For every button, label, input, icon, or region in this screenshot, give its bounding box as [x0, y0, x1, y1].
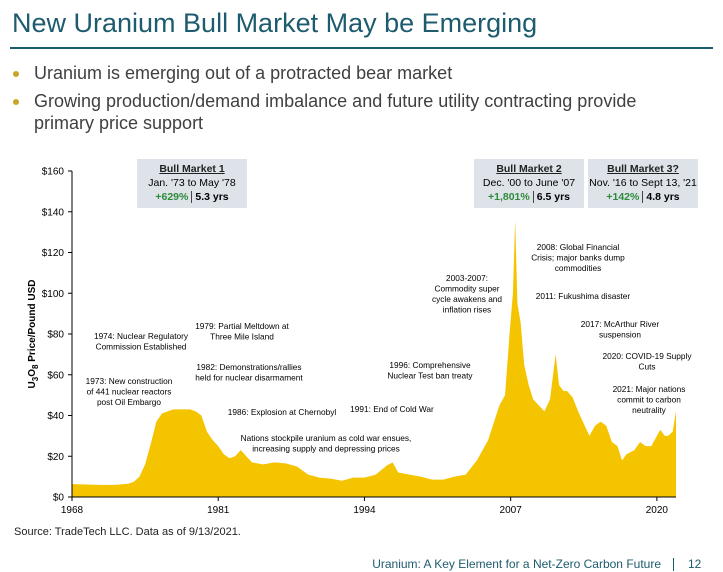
bull-title: Bull Market 3?	[607, 163, 679, 175]
bull-market-box: Bull Market 1 Jan. '73 to May '78 +629% 5.3…	[137, 159, 247, 208]
bull-duration: 4.8 yrs	[642, 191, 680, 203]
bullet-dot	[13, 99, 19, 105]
annotation: 1974: Nuclear Regulatory	[94, 331, 189, 341]
box-row: +1,801% 6.5 yrs	[474, 190, 584, 204]
footer-separator	[673, 558, 674, 571]
annotation: Crisis; major banks dump	[531, 253, 625, 263]
annotation: Commodity super	[434, 284, 499, 294]
y-tick-label: $140	[42, 207, 65, 218]
bullet-text: Growing production/demand imbalance and …	[34, 91, 637, 133]
x-tick-label: 1981	[207, 505, 230, 516]
y-tick-label: $60	[47, 370, 64, 381]
y-tick-label: $120	[42, 248, 65, 259]
box-row: Nov. '16 to Sept 13, '21	[588, 176, 698, 190]
annotation: held for nuclear disarmament	[195, 373, 303, 383]
annotation: 2017: McArthur River	[581, 319, 660, 329]
bullet-text: Uranium is emerging out of a protracted …	[34, 63, 453, 83]
annotation: 2011: Fukushima disaster	[536, 291, 631, 301]
bullet: Uranium is emerging out of a protracted …	[13, 62, 674, 84]
page-number: 12	[688, 557, 702, 571]
annotation: post Oil Embargo	[97, 397, 161, 407]
bull-duration: 6.5 yrs	[532, 191, 571, 203]
x-tick-label: 2007	[500, 505, 523, 516]
y-tick-label: $40	[47, 411, 64, 422]
annotation: 1982: Demonstrations/rallies	[196, 362, 301, 372]
bull-dates: Jan. '73 to May '78	[148, 177, 236, 189]
annotation: Three Mile Island	[210, 332, 274, 342]
y-axis-label: U3O8 Price/Pound USD	[27, 280, 40, 389]
annotation: 2008: Global Financial	[537, 242, 620, 252]
annotation: 1979: Partial Meltdown at	[195, 321, 289, 331]
bull-title: Bull Market 2	[496, 163, 562, 175]
bull-duration: 5.3 yrs	[191, 191, 229, 203]
annotation: 1973: New construction	[86, 376, 173, 386]
x-tick-label: 2020	[646, 505, 669, 516]
box-row: Bull Market 2	[474, 162, 584, 176]
source: Source: TradeTech LLC. Data as of 9/13/2…	[14, 526, 241, 538]
bull-dates: Dec. '00 to June '07	[482, 177, 576, 189]
annotation: Nations stockpile uranium as cold war en…	[241, 433, 412, 443]
annotation: 2020: COVID-19 Supply	[602, 351, 692, 361]
slide-title: New Uranium Bull Market May be Emerging	[12, 8, 538, 38]
annotation: commodities	[555, 263, 602, 273]
y-tick-label: $100	[42, 289, 65, 300]
box-row: Bull Market 1	[137, 162, 247, 176]
box-row: Jan. '73 to May '78	[137, 176, 247, 190]
annotation: inflation rises	[443, 305, 491, 315]
annotation: 1986: Explosion at Chernobyl	[228, 407, 337, 417]
box-row: Dec. '00 to June '07	[474, 176, 584, 190]
box-row: +629% 5.3 yrs	[137, 190, 247, 204]
bullet-dot	[13, 71, 19, 77]
annotation: 1996: Comprehensive	[389, 360, 471, 370]
bull-gain: +142%	[606, 191, 640, 203]
annotation: 1991: End of Cold War	[350, 404, 434, 414]
annotation: Cuts	[638, 362, 655, 372]
annotation: neutrality	[632, 405, 667, 415]
bull-market-box: Bull Market 3? Nov. '16 to Sept 13, '21 +1…	[588, 159, 698, 208]
bull-gain: +629%	[155, 191, 189, 203]
annotation: of 441 nuclear reactors	[87, 387, 172, 397]
bullet: Growing production/demand imbalance and …	[13, 90, 674, 134]
title-rule	[10, 47, 713, 49]
box-row: Bull Market 3?	[588, 162, 698, 176]
annotation: 2003-2007:	[446, 273, 488, 283]
bull-dates: Nov. '16 to Sept 13, '21	[589, 177, 697, 189]
annotation: increasing supply and depressing prices	[252, 444, 400, 454]
annotation: cycle awakens and	[432, 294, 502, 304]
bull-gain: +1,801%	[487, 191, 530, 203]
y-tick-label: $160	[42, 167, 65, 178]
x-tick-label: 1968	[61, 505, 84, 516]
x-tick-label: 1994	[353, 505, 376, 516]
annotation: commit to carbon	[617, 395, 681, 405]
annotation: 2021: Major nations	[613, 384, 686, 394]
bull-title: Bull Market 1	[159, 163, 225, 175]
price-area	[72, 219, 676, 497]
annotation: Nuclear Test ban treaty	[387, 371, 473, 381]
bull-market-box: Bull Market 2 Dec. '00 to June '07 +1,801%…	[474, 159, 584, 208]
y-tick-label: $80	[47, 330, 64, 341]
annotation: suspension	[599, 330, 641, 340]
y-tick-label: $20	[47, 452, 64, 463]
footer-text: Uranium: A Key Element for a Net-Zero Ca…	[372, 557, 661, 571]
y-tick-label: $0	[53, 493, 65, 504]
box-row: +142% 4.8 yrs	[588, 190, 698, 204]
annotation: Commission Established	[96, 342, 187, 352]
